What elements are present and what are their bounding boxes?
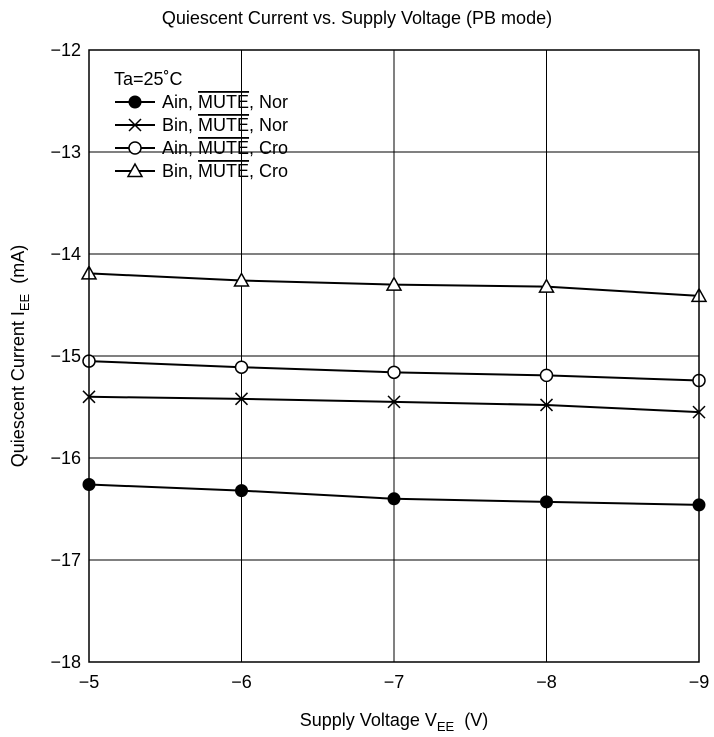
- x-tick-label: −7: [384, 672, 405, 692]
- open-triangle-marker: [233, 271, 250, 287]
- series: [82, 478, 706, 512]
- x-axis-label: Supply Voltage VEE (V): [300, 710, 488, 734]
- x-axis-label-unit: (V): [464, 710, 488, 730]
- cross-marker: [128, 118, 142, 132]
- open-circle-marker: [128, 141, 142, 155]
- y-axis-label-main: Quiescent Current I: [8, 311, 28, 467]
- y-axis-label-sub: EE: [17, 293, 32, 311]
- legend: Ta=25˚C Ain, MUTE, Nor Bin, MUTE, Nor Ain,…: [114, 69, 288, 181]
- y-tick-label: −14: [50, 244, 81, 264]
- open-triangle-marker: [385, 276, 403, 291]
- x-tick-label: −6: [231, 672, 252, 692]
- y-tick-label: −17: [50, 550, 81, 570]
- grid: [89, 50, 699, 662]
- filled-circle-marker: [387, 492, 401, 506]
- legend-label: Ain, MUTE, Nor: [162, 92, 288, 112]
- open-circle-marker: [387, 365, 401, 380]
- y-tick-label: −18: [50, 652, 81, 672]
- legend-label: Ain, MUTE, Cro: [162, 138, 288, 158]
- y-tick-label: −13: [50, 142, 81, 162]
- cross-stroke: [128, 118, 142, 132]
- x-axis-label-sub: EE: [437, 719, 455, 734]
- cross-marker: [387, 395, 401, 409]
- y-axis-label: Quiescent Current IEE (mA): [8, 245, 32, 467]
- y-tick-label: −12: [50, 40, 81, 60]
- cross-marker: [234, 392, 249, 406]
- filled-circle-marker: [540, 495, 553, 509]
- cross-marker: [539, 398, 554, 412]
- filled-circle-marker: [128, 95, 142, 109]
- y-tick-label: −15: [50, 346, 81, 366]
- legend-label: Bin, MUTE, Cro: [162, 161, 288, 181]
- x-tick-label: −9: [689, 672, 710, 692]
- legend-title: Ta=25˚C: [114, 69, 183, 89]
- open-circle-marker: [539, 368, 554, 383]
- cross-stroke: [234, 392, 249, 406]
- legend-item: Ain, MUTE, Nor: [115, 92, 288, 112]
- cross-stroke: [539, 398, 554, 412]
- filled-circle-marker: [235, 484, 248, 498]
- open-circle-marker: [234, 360, 249, 374]
- x-tick-labels: −5 −6 −7 −8 −9: [79, 672, 710, 692]
- plot-frame: [88, 49, 700, 663]
- legend-label: Bin, MUTE, Nor: [162, 115, 288, 135]
- x-axis-label-main: Supply Voltage V: [300, 710, 437, 730]
- legend-item: Bin, MUTE, Nor: [115, 115, 288, 135]
- x-tick-label: −5: [79, 672, 100, 692]
- cross-stroke: [387, 395, 401, 409]
- y-tick-labels: −12 −13 −14 −15 −16 −17 −18: [50, 40, 81, 672]
- y-tick-label: −16: [50, 448, 81, 468]
- open-triangle-marker: [538, 278, 555, 293]
- y-axis-label-unit: (mA): [8, 245, 28, 284]
- open-triangle-marker: [126, 162, 144, 178]
- x-tick-label: −8: [536, 672, 557, 692]
- chart-title: Quiescent Current vs. Supply Voltage (PB…: [162, 8, 552, 28]
- legend-item: Bin, MUTE, Cro: [115, 161, 288, 181]
- legend-item: Ain, MUTE, Cro: [115, 138, 288, 158]
